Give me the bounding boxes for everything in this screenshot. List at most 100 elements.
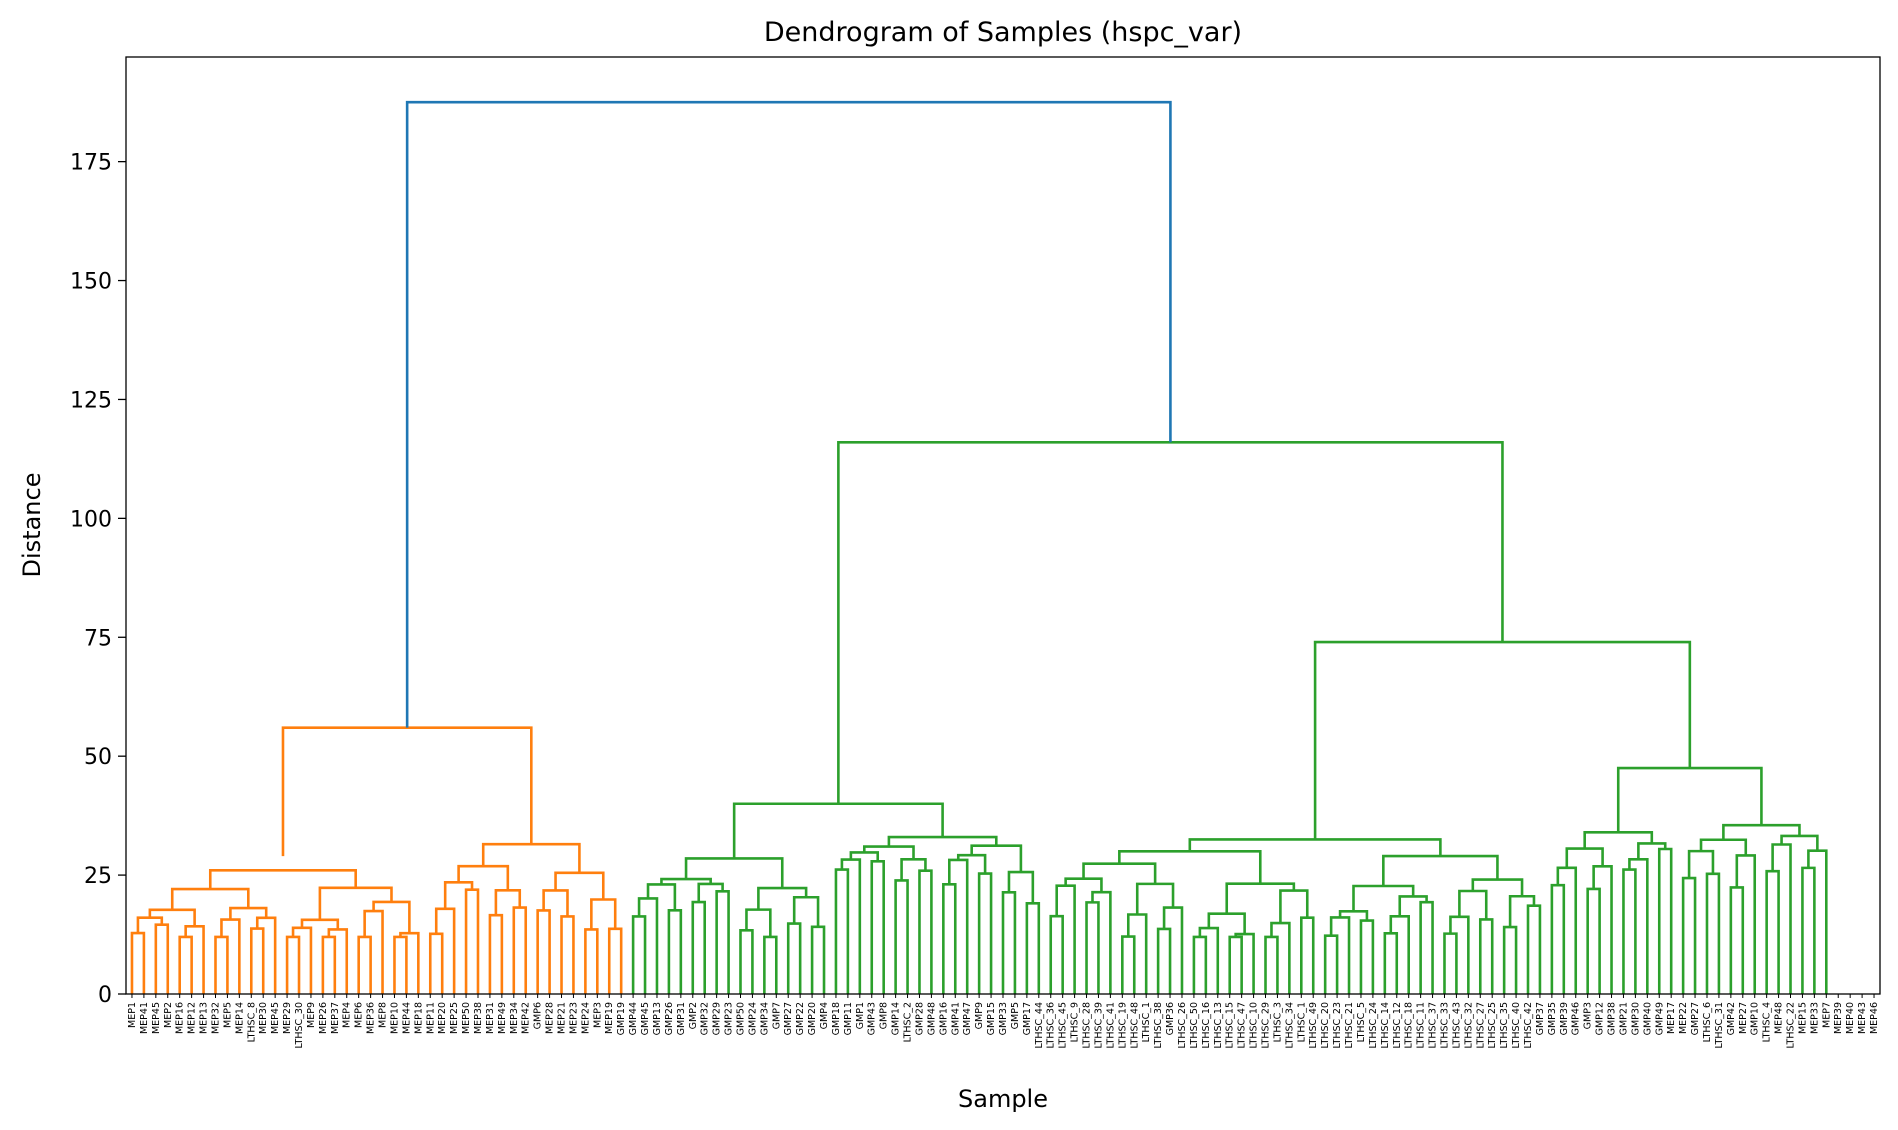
leaf-label: LTHSC_15 (1225, 1002, 1236, 1048)
leaf-label: GMP30 (1630, 1002, 1641, 1035)
dendrogram-link (1765, 869, 1780, 994)
leaf-label: GMP15 (986, 1002, 997, 1035)
dendrogram-link (1383, 931, 1399, 994)
leaf-label: LTHSC_21 (1344, 1002, 1355, 1048)
leaf-label: LTHSC_14 (1380, 1002, 1391, 1048)
leaf-label: MEP12 (187, 1002, 198, 1034)
leaf-label: MEP34 (509, 1002, 520, 1034)
dendrogram-link (1565, 847, 1604, 868)
dendrogram-link (1055, 884, 1076, 994)
dendrogram-link (1729, 886, 1745, 994)
dendrogram-link (1359, 919, 1375, 994)
dendrogram-link (1502, 925, 1518, 994)
dendrogram-link (208, 869, 357, 890)
leaf-label: MEP24 (580, 1002, 591, 1034)
leaf-label: LTHSC_3 (1272, 1002, 1283, 1042)
dendrogram-link (1162, 906, 1184, 994)
leaf-label: MEP49 (497, 1002, 508, 1034)
leaf-label: MEP45 (270, 1002, 281, 1034)
dendrogram-link (1382, 854, 1499, 887)
leaf-label: MEP27 (1738, 1002, 1749, 1034)
dendrogram-link (1637, 842, 1667, 860)
leaf-label: MEP5 (222, 1002, 233, 1028)
dendrogram-link (970, 844, 1023, 873)
dendrogram-link (363, 909, 384, 994)
dendrogram-link (1192, 935, 1208, 994)
leaf-label: MEP7 (1821, 1002, 1832, 1028)
dendrogram-link (1338, 910, 1369, 921)
leaf-label: GMP37 (1535, 1002, 1546, 1035)
leaf-label: MEP11 (425, 1002, 436, 1034)
dendrogram-link (1352, 884, 1415, 912)
leaf-label: GMP49 (1654, 1002, 1665, 1035)
leaf-label: MEP30 (258, 1002, 269, 1034)
leaf-label: MEP28 (545, 1002, 556, 1034)
dendrogram-link (977, 872, 993, 994)
dendrogram-link (956, 853, 987, 874)
dendrogram-link (757, 886, 808, 910)
dendrogram-link (1228, 935, 1243, 994)
leaf-label: MEP43 (1857, 1002, 1868, 1034)
dendrogram-link (637, 897, 659, 994)
leaf-label: GMP28 (914, 1002, 925, 1035)
leaf-label: GMP23 (724, 1002, 735, 1035)
leaf-label: GMP27 (1690, 1002, 1701, 1035)
leaf-label: MEP8 (378, 1002, 389, 1028)
leaf-label: LTHSC_2 (903, 1002, 914, 1042)
x-axis-label: Sample (958, 1085, 1048, 1113)
leaf-label: MEP29 (282, 1002, 293, 1034)
dendrogram-link (1443, 932, 1458, 994)
leaf-label: GMP1 (855, 1002, 866, 1029)
dendrogram-link (1681, 876, 1697, 994)
dendrogram-link (1550, 883, 1566, 994)
leaf-label: MEP6 (354, 1002, 365, 1028)
dendrogram-link (170, 887, 250, 910)
leaf-label: MEP17 (1666, 1002, 1677, 1034)
dendrogram-link (631, 915, 647, 994)
leaf-label: LTHSC_41 (1105, 1002, 1116, 1048)
dendrogram-link (786, 922, 802, 994)
dendrogram-link (1188, 838, 1442, 857)
dendrogram-link (1526, 904, 1542, 994)
dendrogram-link (1801, 866, 1816, 994)
leaf-label: MEP21 (557, 1002, 568, 1034)
leaf-label: LTHSC_9 (1070, 1002, 1081, 1042)
leaf-label: MEP22 (1678, 1002, 1689, 1034)
leaf-label: MEP46 (1869, 1002, 1880, 1034)
leaf-label: GMP10 (1750, 1002, 1761, 1035)
dendrogram-link (285, 935, 301, 994)
leaf-label: MEP9 (306, 1002, 317, 1028)
leaf-label: MEP1 (127, 1002, 138, 1028)
leaf-label: GMP44 (628, 1002, 639, 1035)
leaf-label: GMP8 (879, 1002, 890, 1029)
leaf-label: LTHSC_36 (1046, 1002, 1057, 1048)
dendrogram-link (512, 906, 528, 994)
y-tick-label: 150 (70, 270, 112, 295)
dendrogram-link (1583, 830, 1654, 849)
dendrogram-link (1592, 864, 1613, 994)
dendrogram-link (948, 858, 969, 994)
y-tick-label: 175 (70, 151, 112, 176)
dendrogram-link (1279, 889, 1309, 924)
y-tick-label: 75 (84, 626, 112, 651)
leaf-label: GMP39 (1559, 1002, 1570, 1035)
dendrogram-link (1329, 916, 1351, 994)
dendrogram-link (1616, 766, 1763, 833)
leaf-label: LTHSC_13 (1213, 1002, 1224, 1048)
dendrogram-link (1156, 927, 1172, 994)
dendrogram-link (1064, 877, 1103, 893)
dendrogram-link (584, 928, 599, 994)
leaf-label: LTHSC_42 (1523, 1002, 1534, 1048)
dendrogram-link (130, 931, 146, 994)
leaf-label: GMP38 (1607, 1002, 1618, 1035)
leaf-label: GMP43 (867, 1002, 878, 1035)
dendrogram-link (1735, 854, 1757, 994)
leaf-label: GMP13 (652, 1002, 663, 1035)
leaf-label: GMP14 (891, 1002, 902, 1035)
dendrogram-link (560, 915, 575, 994)
leaf-label: LTHSC_26 (1177, 1002, 1188, 1048)
leaf-label: GMP45 (640, 1002, 651, 1035)
leaf-label: LTHSC_27 (1475, 1002, 1486, 1048)
dendrogram-link (1118, 850, 1262, 884)
dendrogram-link (1300, 916, 1315, 994)
